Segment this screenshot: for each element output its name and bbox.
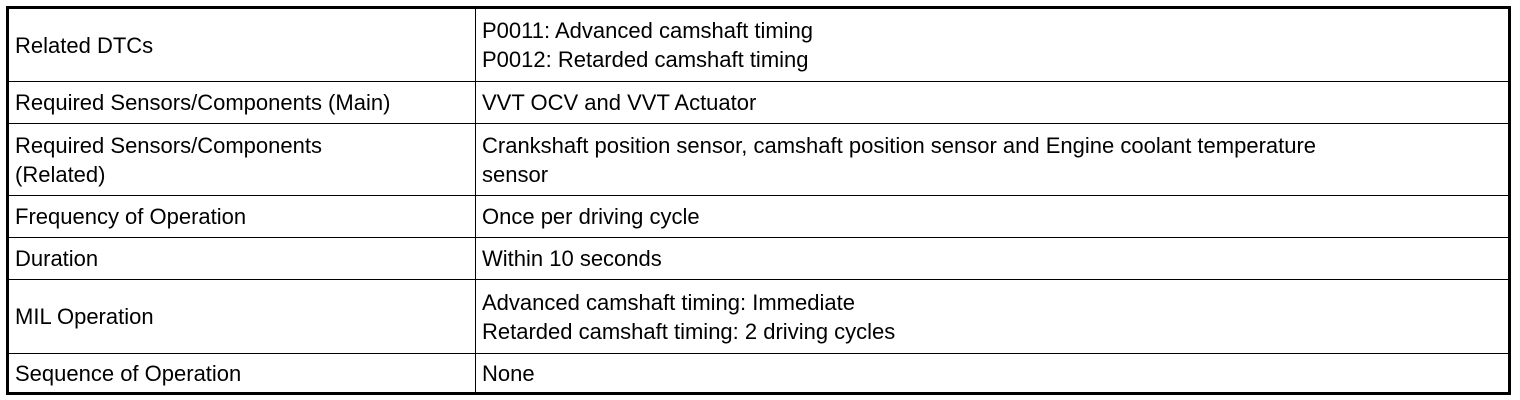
value-line: VVT OCV and VVT Actuator [482,90,757,115]
row-value-required-related: Crankshaft position sensor, camshaft pos… [475,123,1510,196]
label-line: (Related) [15,161,106,187]
table-row: Frequency of Operation Once per driving … [7,195,1510,238]
label-text: Frequency of Operation [15,204,247,229]
spec-table: Related DTCs P0011: Advanced camshaft ti… [6,6,1511,395]
row-value-sequence: None [475,353,1510,394]
label-text: Duration [15,246,99,271]
value-line: Crankshaft position sensor, camshaft pos… [482,132,1317,158]
label-line: Required Sensors/Components [15,132,322,158]
row-label-sequence: Sequence of Operation [7,353,476,394]
label-text: Sequence of Operation [15,360,242,386]
value-line: Advanced camshaft timing: Immediate [482,289,855,315]
table-row: Required Sensors/Components (Main) VVT O… [7,81,1510,124]
table-row: Sequence of Operation None [7,353,1510,394]
table-row: Required Sensors/Components (Related) Cr… [7,123,1510,196]
value-line: Within 10 seconds [482,246,662,271]
label-text: MIL Operation [15,304,154,329]
value-line: P0012: Retarded camshaft timing [482,47,809,72]
row-label-required-main: Required Sensors/Components (Main) [7,81,476,124]
row-value-duration: Within 10 seconds [475,237,1510,280]
table-row: Related DTCs P0011: Advanced camshaft ti… [7,7,1510,82]
table-row: Duration Within 10 seconds [7,237,1510,280]
row-label-frequency: Frequency of Operation [7,195,476,238]
value-line: Once per driving cycle [482,204,700,229]
value-line: sensor [482,161,549,187]
row-value-related-dtcs: P0011: Advanced camshaft timing P0012: R… [475,7,1510,82]
label-text: Required Sensors/Components (Main) [15,90,391,115]
value-line: None [482,360,535,386]
row-label-required-related: Required Sensors/Components (Related) [7,123,476,196]
value-line: Retarded camshaft timing: 2 driving cycl… [482,318,896,344]
value-line: P0011: Advanced camshaft timing [482,18,814,43]
row-value-frequency: Once per driving cycle [475,195,1510,238]
label-text: Related DTCs [15,32,154,58]
row-value-mil-operation: Advanced camshaft timing: Immediate Reta… [475,279,1510,354]
row-label-duration: Duration [7,237,476,280]
row-label-related-dtcs: Related DTCs [7,7,476,82]
table-row: MIL Operation Advanced camshaft timing: … [7,279,1510,354]
row-label-mil-operation: MIL Operation [7,279,476,354]
row-value-required-main: VVT OCV and VVT Actuator [475,81,1510,124]
